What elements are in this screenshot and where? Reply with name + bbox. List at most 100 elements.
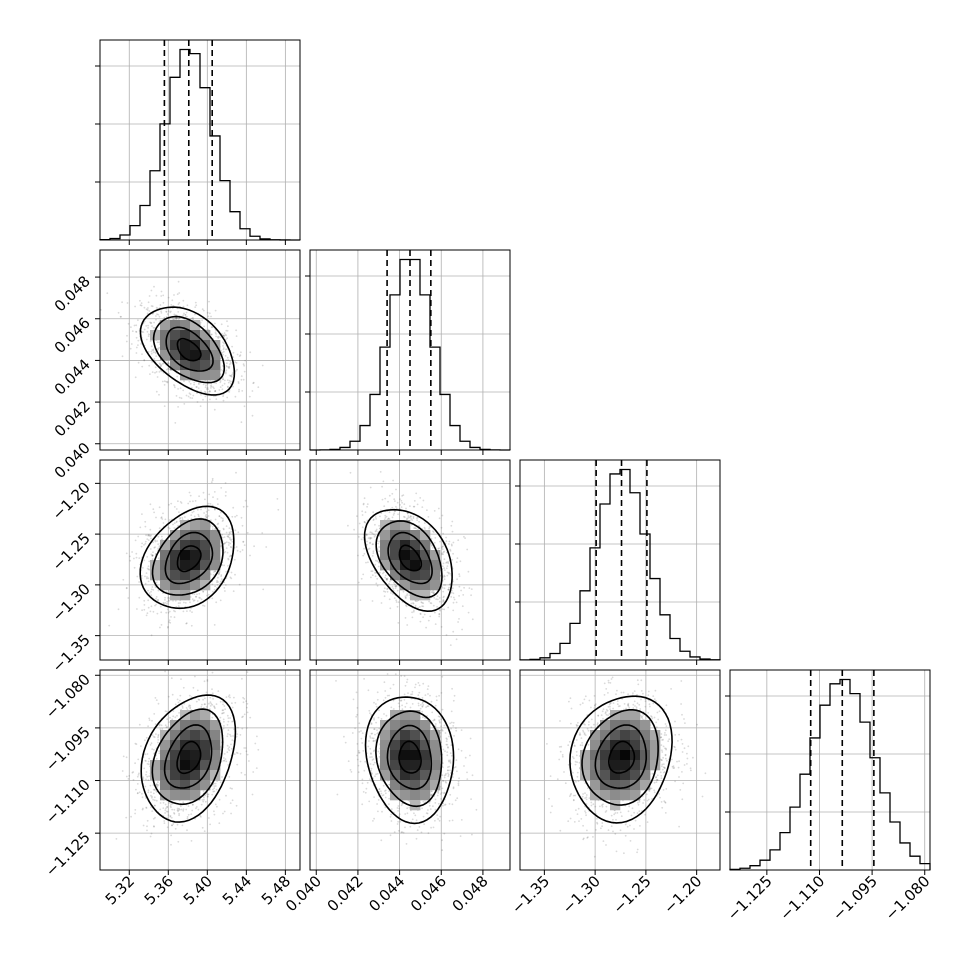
scatter-point (200, 393, 202, 396)
scatter-point (210, 384, 212, 387)
scatter-point (213, 408, 216, 411)
scatter-point (225, 541, 228, 544)
scatter-point (236, 368, 238, 371)
scatter-point (445, 634, 448, 636)
scatter-point (252, 382, 255, 385)
scatter-point (204, 395, 207, 398)
scatter-point (232, 351, 235, 354)
scatter-point (215, 329, 217, 332)
scatter-point (133, 324, 136, 327)
scatter-point (133, 566, 136, 569)
scatter-point (137, 535, 140, 538)
scatter-point (371, 574, 374, 577)
scatter-point (246, 753, 249, 756)
scatter-point (166, 600, 169, 603)
scatter-point (151, 554, 154, 557)
scatter-point (230, 375, 233, 378)
scatter-point (214, 390, 217, 392)
scatter-point (142, 331, 145, 333)
scatter-point (230, 374, 232, 377)
scatter-point (203, 512, 206, 514)
scatter-point (371, 543, 374, 546)
scatter-point (145, 338, 148, 341)
scatter-point (213, 387, 215, 390)
scatter-point (388, 518, 391, 521)
scatter-point (211, 528, 214, 531)
scatter-point (243, 405, 246, 408)
scatter-point (217, 581, 220, 583)
scatter-point (217, 335, 220, 338)
hist-panel-2 (515, 459, 721, 665)
scatter-point (224, 348, 227, 351)
scatter-point (147, 580, 150, 583)
scatter-point (201, 703, 203, 706)
scatter-point (205, 510, 208, 513)
scatter-point (461, 628, 463, 631)
scatter-point (165, 380, 168, 383)
scatter-point (139, 304, 142, 307)
density-cell (400, 530, 411, 541)
scatter-point (143, 767, 146, 770)
scatter-point (196, 386, 198, 388)
scatter-point (456, 557, 459, 560)
scatter-point (192, 500, 194, 503)
scatter-point (164, 710, 167, 713)
scatter-point (153, 321, 156, 324)
scatter-point (191, 598, 194, 601)
density-cell (170, 320, 181, 331)
scatter-point (374, 575, 377, 578)
scatter-point (229, 542, 232, 545)
scatter-point (230, 743, 232, 746)
scatter-point (135, 330, 138, 333)
scatter-point (416, 600, 418, 602)
scatter-point (446, 571, 449, 574)
scatter-point (164, 602, 167, 604)
scatter-point (365, 533, 368, 536)
scatter-point (173, 294, 175, 296)
scatter-point (224, 550, 227, 553)
scatter-point (205, 388, 208, 390)
scatter-point (277, 508, 280, 511)
scatter-point (400, 506, 403, 508)
scatter-point (214, 389, 217, 392)
scatter-point (142, 807, 144, 810)
scatter-point (224, 334, 227, 336)
scatter-point (139, 526, 142, 529)
scatter-point (185, 808, 188, 811)
scatter-point (235, 546, 238, 548)
scatter-point (184, 314, 187, 316)
scatter-point (163, 316, 166, 319)
scatter-point (433, 541, 436, 544)
scatter-point (376, 584, 379, 587)
scatter-point (214, 331, 217, 334)
scatter-point (165, 368, 168, 371)
scatter-point (194, 675, 196, 678)
scatter-point (443, 595, 445, 598)
scatter-point (178, 292, 181, 294)
scatter-point (249, 554, 251, 557)
scatter-point (456, 578, 458, 581)
panel-frame-1-0 (99, 249, 301, 451)
scatter-point (221, 365, 224, 367)
scatter-point (378, 550, 380, 553)
scatter-point (392, 514, 395, 516)
scatter-point (218, 389, 221, 391)
scatter-point (147, 333, 150, 336)
scatter-point (256, 735, 258, 738)
scatter-point (222, 334, 224, 337)
scatter-point (220, 511, 222, 514)
density-cell (200, 350, 211, 361)
scatter-point (363, 552, 366, 555)
scatter-point (374, 534, 377, 537)
scatter-point (395, 599, 398, 602)
contour-1-0-0 (176, 337, 202, 362)
scatter-point (176, 375, 179, 378)
scatter-point (185, 394, 188, 397)
scatter-point (141, 542, 144, 545)
scatter-point (216, 523, 219, 526)
scatter-point (418, 520, 420, 523)
scatter-point (207, 315, 210, 318)
scatter-point (228, 365, 231, 368)
scatter-point (211, 326, 214, 329)
